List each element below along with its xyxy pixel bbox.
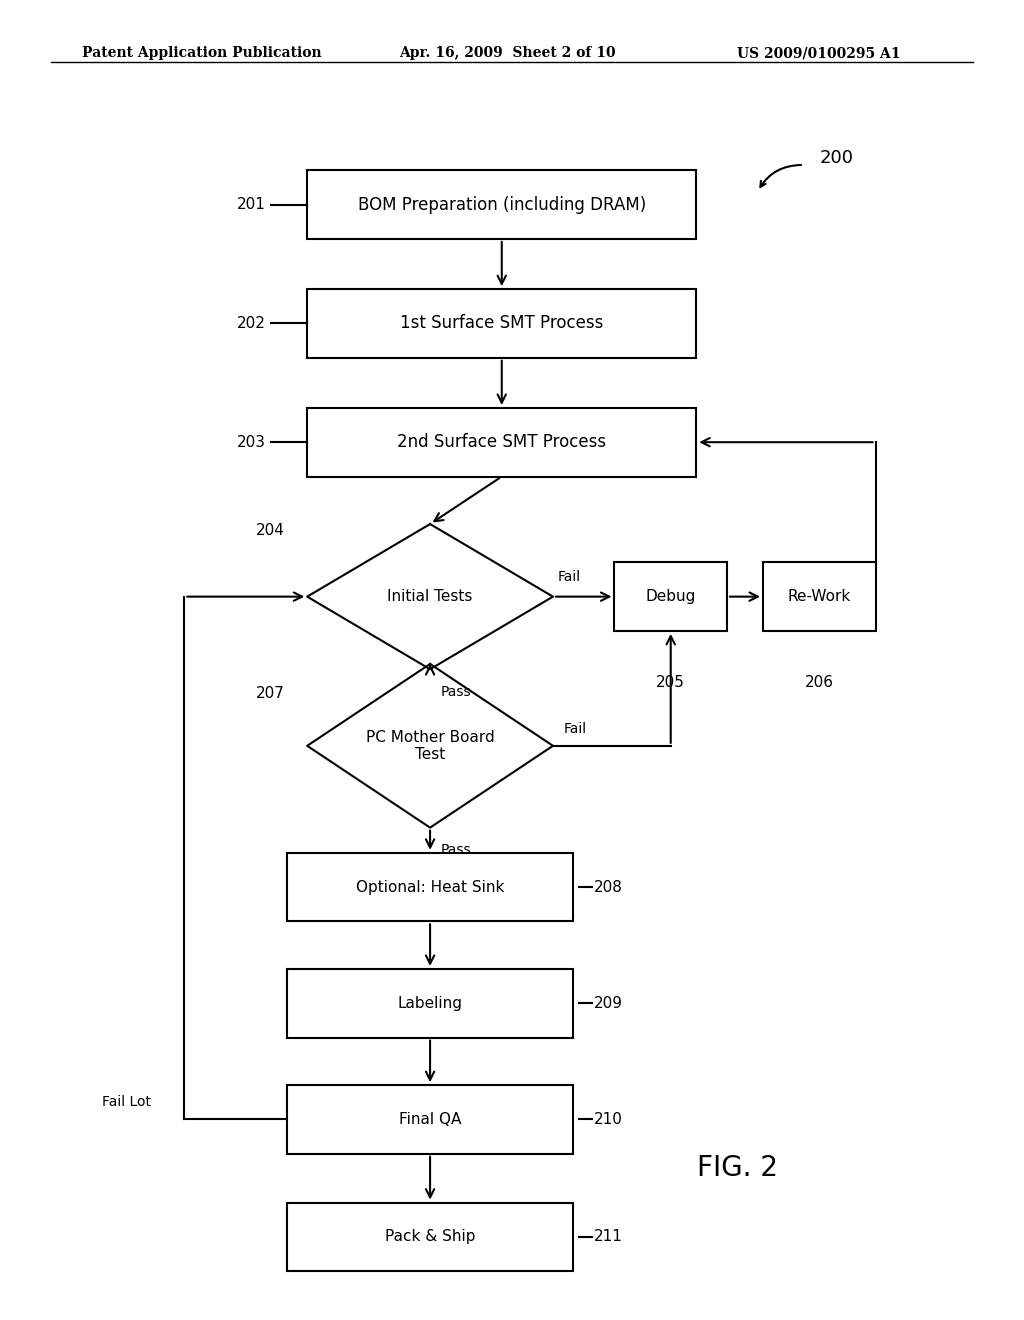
Text: 204: 204 xyxy=(256,523,285,539)
FancyBboxPatch shape xyxy=(763,562,876,631)
Text: 211: 211 xyxy=(594,1229,623,1245)
Text: US 2009/0100295 A1: US 2009/0100295 A1 xyxy=(737,46,901,61)
Text: Optional: Heat Sink: Optional: Heat Sink xyxy=(356,879,504,895)
FancyBboxPatch shape xyxy=(307,408,696,477)
Text: BOM Preparation (including DRAM): BOM Preparation (including DRAM) xyxy=(357,195,646,214)
Text: 206: 206 xyxy=(805,675,834,690)
FancyBboxPatch shape xyxy=(614,562,727,631)
Polygon shape xyxy=(307,664,553,828)
FancyBboxPatch shape xyxy=(287,1085,573,1154)
Text: 205: 205 xyxy=(656,675,685,690)
Text: 203: 203 xyxy=(238,434,266,450)
Text: 209: 209 xyxy=(594,995,623,1011)
Text: Pack & Ship: Pack & Ship xyxy=(385,1229,475,1245)
Text: Pass: Pass xyxy=(440,843,471,857)
Text: Initial Tests: Initial Tests xyxy=(387,589,473,605)
Text: 2nd Surface SMT Process: 2nd Surface SMT Process xyxy=(397,433,606,451)
Text: Fail: Fail xyxy=(563,722,587,735)
FancyBboxPatch shape xyxy=(307,289,696,358)
Text: 201: 201 xyxy=(238,197,266,213)
Text: Patent Application Publication: Patent Application Publication xyxy=(82,46,322,61)
Text: Labeling: Labeling xyxy=(397,995,463,1011)
Text: Apr. 16, 2009  Sheet 2 of 10: Apr. 16, 2009 Sheet 2 of 10 xyxy=(399,46,616,61)
Text: 202: 202 xyxy=(238,315,266,331)
Text: 210: 210 xyxy=(594,1111,623,1127)
Text: Fail: Fail xyxy=(558,570,582,583)
Text: Final QA: Final QA xyxy=(399,1111,461,1127)
Text: Pass: Pass xyxy=(440,685,471,698)
Text: Fail Lot: Fail Lot xyxy=(102,1096,152,1109)
FancyBboxPatch shape xyxy=(287,853,573,921)
Text: 207: 207 xyxy=(256,685,285,701)
FancyBboxPatch shape xyxy=(287,1203,573,1271)
Polygon shape xyxy=(307,524,553,669)
FancyBboxPatch shape xyxy=(287,969,573,1038)
Text: 1st Surface SMT Process: 1st Surface SMT Process xyxy=(400,314,603,333)
Text: PC Mother Board
Test: PC Mother Board Test xyxy=(366,730,495,762)
Text: 200: 200 xyxy=(819,149,853,168)
Text: FIG. 2: FIG. 2 xyxy=(696,1154,778,1183)
Text: Re-Work: Re-Work xyxy=(787,589,851,605)
Text: 208: 208 xyxy=(594,879,623,895)
Text: Debug: Debug xyxy=(645,589,696,605)
FancyBboxPatch shape xyxy=(307,170,696,239)
